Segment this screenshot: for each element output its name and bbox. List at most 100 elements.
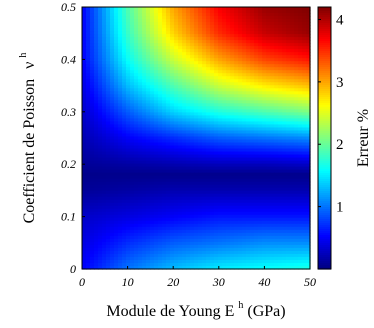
heatmap-cell xyxy=(218,256,223,261)
heatmap-cell xyxy=(298,52,303,56)
heatmap-cell xyxy=(114,130,119,135)
heatmap-cell xyxy=(102,124,107,129)
heatmap-cell xyxy=(222,166,227,171)
heatmap-cell xyxy=(306,79,311,83)
heatmap-cell xyxy=(190,208,195,213)
heatmap-cell xyxy=(142,40,147,44)
heatmap-cell xyxy=(206,229,211,234)
heatmap-cell xyxy=(194,199,199,204)
heatmap-cell xyxy=(190,232,195,237)
heatmap-cell xyxy=(194,220,199,225)
heatmap-cell xyxy=(134,247,139,252)
heatmap-cell xyxy=(222,73,227,77)
heatmap-cell xyxy=(278,16,283,20)
heatmap-cell xyxy=(130,73,135,77)
heatmap-cell xyxy=(270,154,275,159)
heatmap-cell xyxy=(302,148,307,153)
heatmap-cell xyxy=(298,172,303,177)
heatmap-cell xyxy=(158,226,163,231)
heatmap-cell xyxy=(178,118,183,123)
heatmap-cell xyxy=(282,52,287,56)
heatmap-cell xyxy=(242,163,247,168)
heatmap-cell xyxy=(302,61,307,65)
heatmap-cell xyxy=(306,121,311,126)
heatmap-cell xyxy=(198,55,203,59)
heatmap-cell xyxy=(286,106,291,110)
heatmap-cell xyxy=(266,181,271,186)
heatmap-cell xyxy=(178,121,183,126)
heatmap-cell xyxy=(230,22,235,26)
heatmap-cell xyxy=(90,178,95,183)
heatmap-cell xyxy=(174,160,179,165)
heatmap-cell xyxy=(306,256,311,261)
heatmap-cell xyxy=(298,205,303,210)
heatmap-cell xyxy=(82,154,87,159)
heatmap-cell xyxy=(90,169,95,174)
heatmap-cell xyxy=(242,202,247,207)
heatmap-cell xyxy=(174,115,179,120)
heatmap-cell xyxy=(198,52,203,56)
heatmap-cell xyxy=(190,190,195,195)
heatmap-cell xyxy=(210,223,215,228)
heatmap-cell xyxy=(102,79,107,83)
heatmap-cell xyxy=(274,262,279,267)
heatmap-cell xyxy=(282,130,287,135)
heatmap-cell xyxy=(242,133,247,138)
heatmap-cell xyxy=(206,139,211,144)
heatmap-cell xyxy=(218,97,223,101)
heatmap-cell xyxy=(154,208,159,213)
heatmap-cell xyxy=(238,190,243,195)
heatmap-cell xyxy=(302,136,307,141)
heatmap-cell xyxy=(194,49,199,53)
heatmap-cell xyxy=(306,40,311,44)
heatmap-cell xyxy=(182,142,187,147)
heatmap-cell xyxy=(158,127,163,132)
heatmap-cell xyxy=(278,67,283,71)
heatmap-cell xyxy=(150,247,155,252)
heatmap-cell xyxy=(250,46,255,50)
heatmap-cell xyxy=(190,175,195,180)
heatmap-cell xyxy=(86,94,91,98)
heatmap-cell xyxy=(150,160,155,165)
heatmap-cell xyxy=(90,34,95,38)
heatmap-cell xyxy=(182,151,187,156)
heatmap-cell xyxy=(98,190,103,195)
heatmap-cell xyxy=(210,232,215,237)
heatmap-cell xyxy=(170,241,175,246)
heatmap-cell xyxy=(254,157,259,162)
heatmap-cell xyxy=(274,169,279,174)
heatmap-cell xyxy=(218,61,223,65)
heatmap-cell xyxy=(214,211,219,216)
heatmap-cell xyxy=(250,52,255,56)
heatmap-cell xyxy=(158,82,163,86)
heatmap-cell xyxy=(242,112,247,117)
heatmap-cell xyxy=(194,235,199,240)
heatmap-cell xyxy=(138,52,143,56)
heatmap-cell xyxy=(82,37,87,41)
heatmap-cell xyxy=(166,232,171,237)
heatmap-cell xyxy=(154,85,159,89)
heatmap-cell xyxy=(94,166,99,171)
heatmap-cell xyxy=(98,220,103,225)
heatmap-cell xyxy=(162,10,167,14)
heatmap-cell xyxy=(298,142,303,147)
heatmap-cell xyxy=(98,73,103,77)
heatmap-cell xyxy=(194,157,199,162)
heatmap-cell xyxy=(222,103,227,107)
heatmap-cell xyxy=(118,109,123,113)
heatmap-cell xyxy=(86,34,91,38)
heatmap-cell xyxy=(234,55,239,59)
heatmap-cell xyxy=(194,211,199,216)
heatmap-cell xyxy=(274,226,279,231)
heatmap-cell xyxy=(178,253,183,258)
heatmap-cell xyxy=(154,46,159,50)
heatmap-cell xyxy=(298,262,303,267)
heatmap-cell xyxy=(126,184,131,189)
heatmap-cell xyxy=(150,172,155,177)
heatmap-cell xyxy=(182,232,187,237)
heatmap-cell xyxy=(266,76,271,80)
heatmap-cell xyxy=(282,7,287,11)
heatmap-cell xyxy=(102,253,107,258)
heatmap-cell xyxy=(162,88,167,92)
heatmap-cell xyxy=(290,94,295,98)
